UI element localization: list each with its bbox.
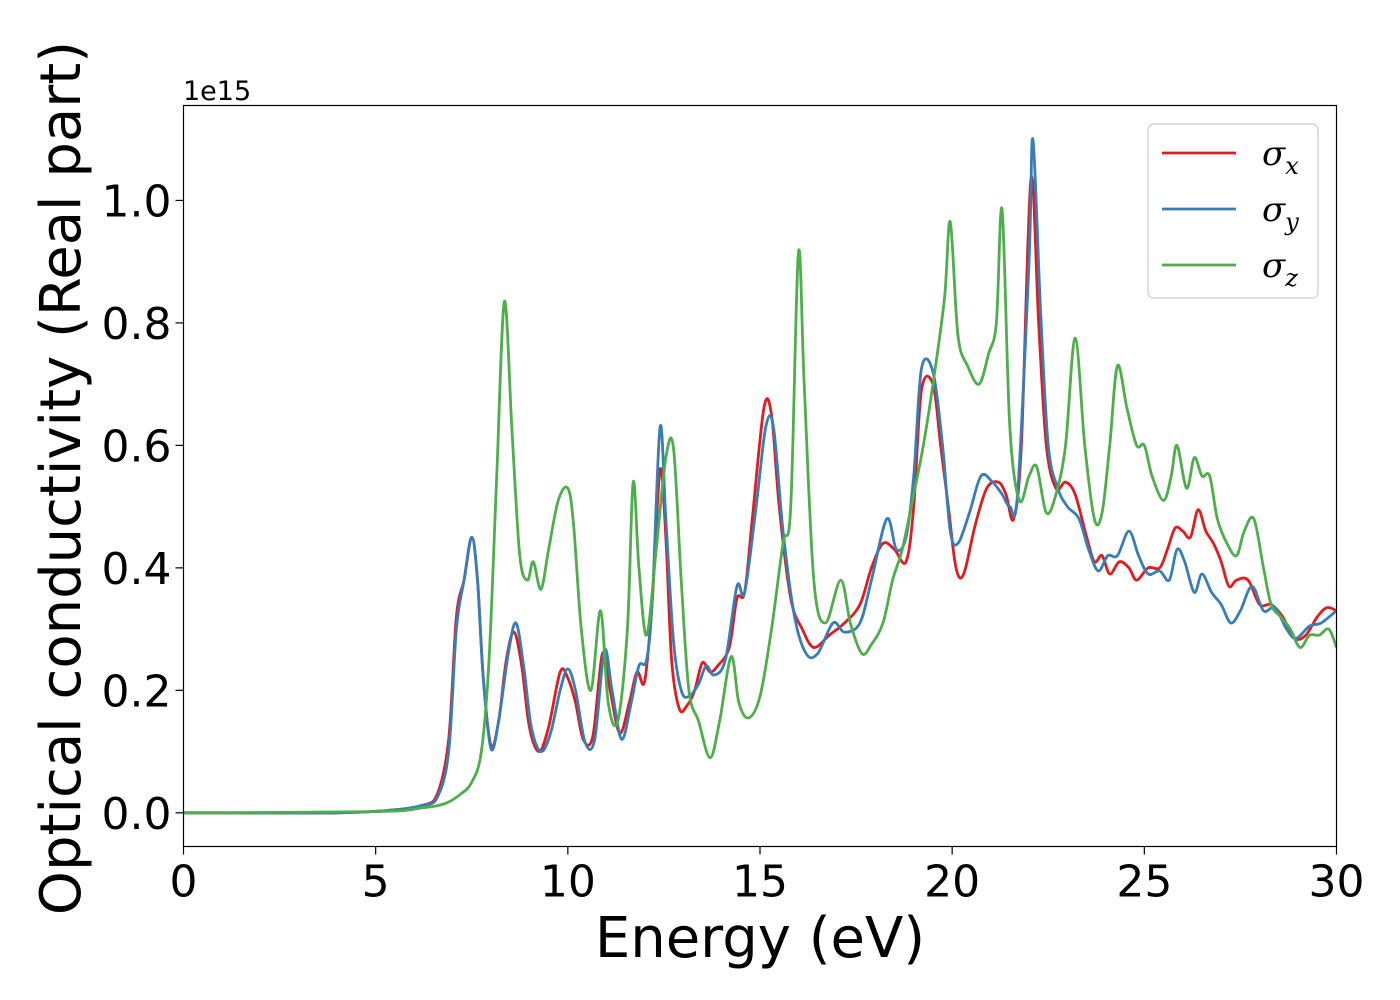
x-tick-label: 30 [1309, 857, 1365, 908]
y-tick-label: 1.0 [102, 176, 172, 227]
x-tick-label: 15 [732, 857, 788, 908]
legend-entries: σx σy σz [1162, 134, 1299, 292]
x-tick-label: 25 [1116, 857, 1172, 908]
series-layer [183, 137, 1337, 815]
x-tick-label: 10 [540, 857, 596, 908]
legend: σx σy σz [1147, 123, 1319, 299]
x-tick-label: 0 [170, 857, 198, 908]
x-tick-label: 20 [924, 857, 980, 908]
y-tick-label: 0.8 [102, 299, 172, 350]
series-line-sigma-y [183, 137, 1337, 815]
y-axis-ticks: 0.0 0.2 0.4 0.6 0.8 1.0 [102, 176, 184, 840]
y-axis-label: Optical conductivity (Real part) [29, 41, 94, 915]
x-tick-label: 5 [362, 857, 390, 908]
legend-box [1147, 123, 1319, 299]
y-tick-label: 0.2 [102, 666, 172, 717]
series-line-sigma-z [183, 206, 1337, 815]
y-offset-text: 1e15 [183, 76, 251, 107]
x-axis-ticks: 0 5 10 15 20 25 30 [170, 846, 1365, 908]
legend-label-sigma-z: σz [1262, 246, 1298, 292]
legend-label-sigma-x: σx [1262, 134, 1299, 180]
y-tick-label: 0.4 [102, 544, 172, 595]
y-tick-label: 0.0 [102, 789, 172, 840]
legend-label-sigma-y: σy [1262, 190, 1299, 236]
x-axis-label: Energy (eV) [595, 906, 925, 971]
y-tick-label: 0.6 [102, 421, 172, 472]
